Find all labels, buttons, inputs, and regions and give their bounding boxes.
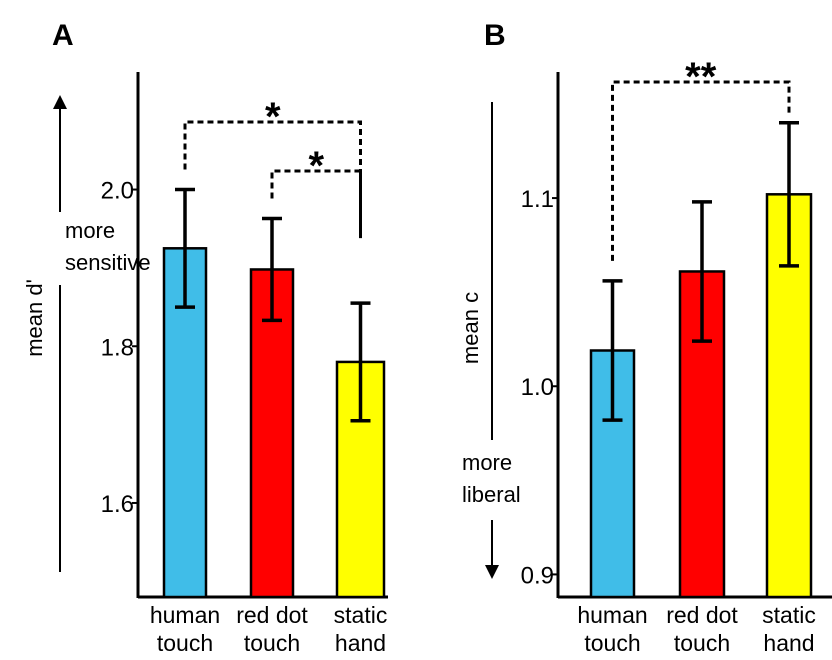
panel-a-bar-3 — [335, 360, 386, 599]
panel-a-category-label-1-line-1: human — [150, 602, 220, 628]
panel-a-y-tick-label: 1.8 — [101, 334, 134, 361]
panel-a-category-label-1-line-2: touch — [157, 630, 213, 656]
panel-b-category-label-3-line-2: hand — [763, 630, 814, 656]
panel-a-direction-note-line-1: more — [65, 218, 115, 243]
panel-b-y-axis-title: mean c — [458, 292, 483, 364]
panel-b-y-tick-label: 1.0 — [521, 374, 554, 401]
panel-a-direction-note-line-2: sensitive — [65, 250, 151, 275]
panel-b-category-label-3-line-1: static — [762, 602, 816, 628]
panel-a-y-tick-label: 1.6 — [101, 491, 134, 518]
panel-b-category-label-2-line-2: touch — [674, 630, 730, 656]
panel-b-label: B — [484, 19, 506, 52]
panel-a-significance-stars-2: * — [308, 144, 324, 188]
panel-a-label: A — [52, 19, 74, 52]
panel-b-y-tick-label: 0.9 — [521, 562, 554, 589]
panel-b-category-label-1-line-1: human — [577, 602, 647, 628]
panel-b-category-label-2-line-1: red dot — [666, 602, 738, 628]
panel-a-significance-stars-1: * — [265, 95, 281, 139]
panel-b-significance-stars-1: ** — [685, 55, 717, 99]
panel-b-direction-note-line-2: liberal — [462, 482, 521, 507]
panel-b-category-label-1-line-2: touch — [584, 630, 640, 656]
panel-b-direction-note-line-1: more — [462, 450, 512, 475]
panel-a-y-axis-title: mean d' — [22, 279, 47, 357]
panel-a-category-label-3-line-2: hand — [335, 630, 386, 656]
panel-b-significance-bracket-1 — [611, 80, 791, 261]
panel-a-category-label-2-line-1: red dot — [236, 602, 308, 628]
panel-a-y-tick-label: 2.0 — [101, 178, 134, 205]
panel-a-bar-2 — [249, 268, 295, 599]
panel-a-category-label-3-line-1: static — [334, 602, 388, 628]
panel-a-significance-bracket-2 — [270, 169, 362, 239]
panel-b-y-tick-label: 1.1 — [521, 186, 554, 213]
panel-a-category-label-2-line-2: touch — [244, 630, 300, 656]
